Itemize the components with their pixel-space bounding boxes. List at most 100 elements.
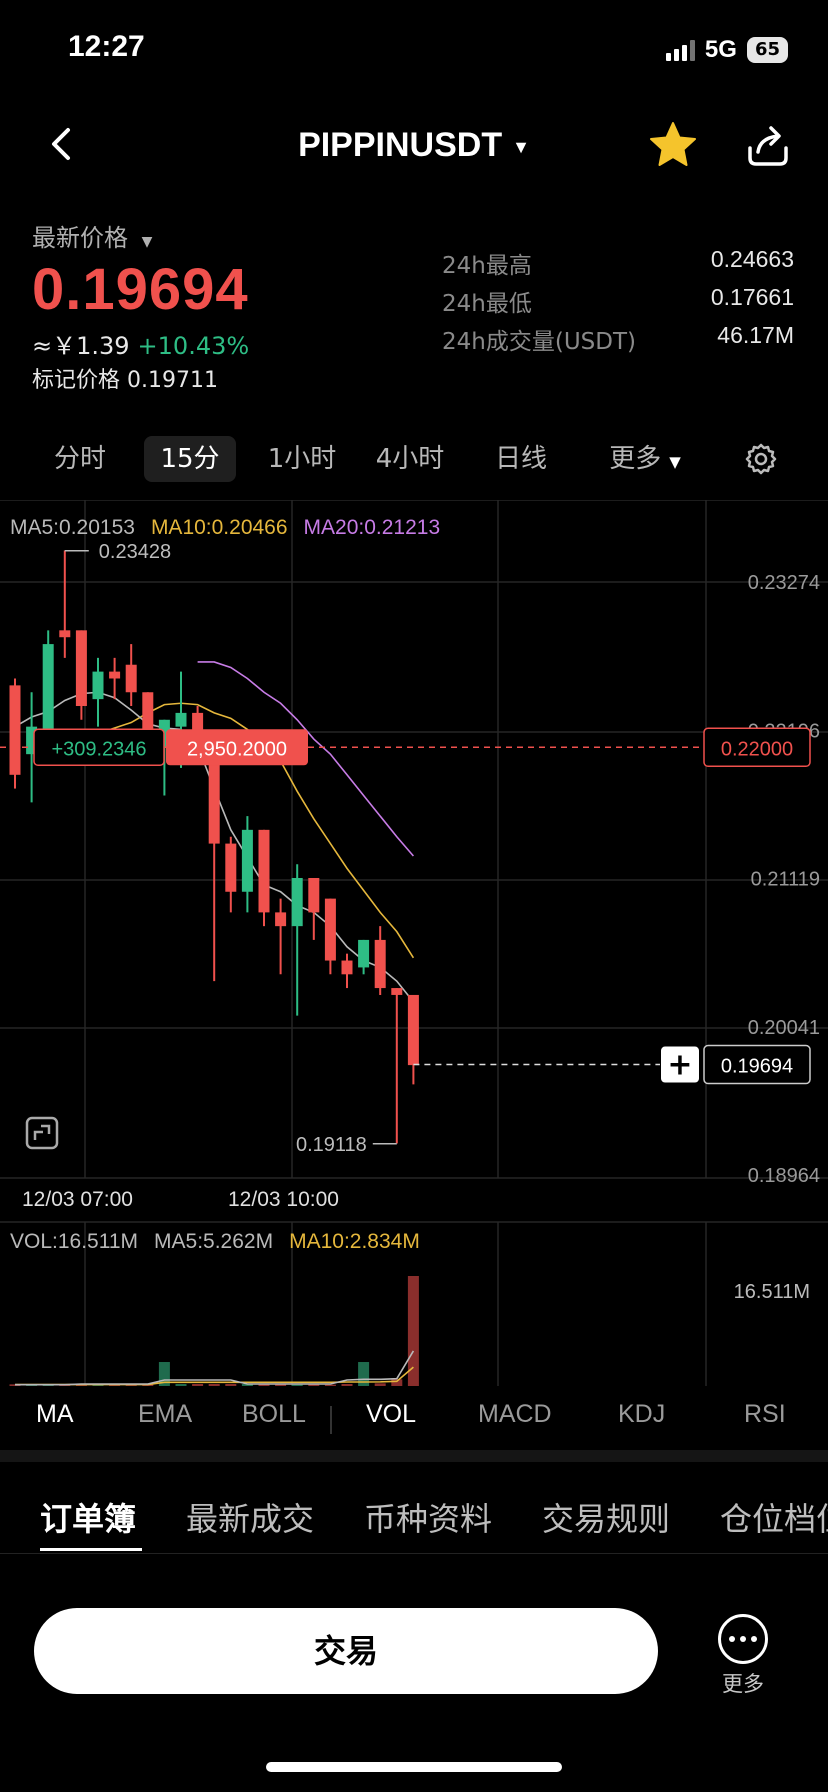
fullscreen-icon-corner	[33, 1130, 43, 1140]
candle-body	[175, 712, 187, 727]
volume-bar	[225, 1384, 237, 1386]
ma-legend: MA5:0.20153 MA10:0.20466 MA20:0.21213	[10, 516, 456, 540]
add-order-button	[661, 1046, 699, 1083]
chart-settings-gear-icon[interactable]	[744, 442, 778, 476]
volume-bar	[275, 1384, 287, 1386]
timeframe-bar: 分时 15分 1小时 4小时 日线 更多 ▼	[0, 436, 828, 486]
vol-legend: VOL:16.511M MA5:5.262M MA10:2.834M	[10, 1230, 436, 1254]
candle-body	[109, 671, 121, 679]
more-label: 更多	[609, 444, 662, 474]
indicator-vol[interactable]: VOL	[366, 1400, 417, 1428]
volume-bar	[324, 1384, 336, 1386]
legend-ma20: MA20:0.21213	[303, 516, 441, 539]
tab-timeframe-line[interactable]: 分时	[53, 444, 106, 474]
stat-value: 0.17661	[710, 284, 794, 310]
stat-label: 24h最高	[442, 253, 532, 279]
candle-body	[125, 664, 137, 693]
candle-body	[92, 671, 104, 700]
candle-body	[208, 747, 220, 844]
symbol-selector[interactable]: PIPPINUSDT ▼	[0, 126, 828, 165]
volume-bar	[291, 1384, 303, 1386]
candle-body	[291, 877, 303, 927]
tab-latest-trades[interactable]: 最新成交	[186, 1500, 315, 1538]
candle-body	[42, 644, 54, 741]
caret-down-icon: ▼	[669, 453, 681, 471]
favorite-star-icon[interactable]	[648, 120, 698, 170]
tab-coin-info[interactable]: 币种资料	[364, 1500, 493, 1538]
order-price-tag	[703, 727, 811, 768]
stat-row-volume: 24h成交量(USDT) 46.17M	[442, 322, 794, 360]
tab-position-tiers[interactable]: 仓位档位	[720, 1500, 828, 1538]
volume-bar	[158, 1362, 170, 1386]
section-divider	[0, 1450, 828, 1462]
candle-body	[225, 843, 237, 892]
volume-bar	[341, 1384, 353, 1386]
y-axis-label: 0.23274	[748, 572, 820, 594]
info-tabs: 订单簿 最新成交 币种资料 交易规则 仓位档位	[0, 1486, 828, 1556]
more-icon[interactable]	[718, 1614, 768, 1664]
tab-trading-rules[interactable]: 交易规则	[542, 1500, 671, 1538]
ma20-line	[197, 661, 415, 857]
stat-value: 0.24663	[710, 246, 794, 272]
tab-order-book[interactable]: 订单簿	[40, 1500, 137, 1538]
candle-body	[407, 994, 419, 1066]
indicator-ma[interactable]: MA	[36, 1400, 74, 1428]
cny-price: ≈￥1.39	[32, 332, 130, 360]
indicator-ema[interactable]: EMA	[138, 1400, 193, 1428]
fullscreen-icon	[25, 1116, 59, 1150]
more-label[interactable]: 更多	[722, 1672, 764, 1696]
candle-body	[258, 829, 270, 913]
order-pnl-box	[33, 728, 165, 767]
legend-ma5: MA5:0.20153	[10, 516, 135, 539]
price-cny-line: ≈￥1.39 +10.43%	[32, 326, 249, 361]
volume-bar	[175, 1384, 187, 1386]
stat-row-high: 24h最高 0.24663	[442, 246, 794, 284]
status-time: 12:27	[68, 30, 145, 63]
high-marker-label: 0.23428	[99, 541, 171, 563]
candle-body	[9, 685, 21, 775]
status-indicators: 5G 65	[665, 36, 788, 64]
trade-button[interactable]: 交易	[34, 1608, 658, 1694]
stat-value: 46.17M	[717, 322, 794, 348]
candle-body	[275, 912, 287, 927]
candle-body	[75, 630, 87, 707]
latest-price-selector[interactable]: 最新价格 ▼	[32, 218, 152, 253]
candle-body	[192, 712, 204, 741]
indicator-boll[interactable]: BOLL	[242, 1400, 306, 1428]
volume-bar	[192, 1384, 204, 1386]
indicator-rsi[interactable]: RSI	[744, 1400, 786, 1428]
y-axis-label: 0.20041	[748, 1017, 820, 1039]
stat-row-low: 24h最低 0.17661	[442, 284, 794, 322]
indicator-kdj[interactable]: KDJ	[618, 1400, 666, 1428]
share-icon[interactable]	[744, 122, 792, 170]
home-indicator	[266, 1762, 562, 1772]
latest-price-label: 最新价格	[32, 224, 128, 252]
tab-timeframe-1d[interactable]: 日线	[494, 444, 547, 474]
volume-bar	[308, 1384, 320, 1386]
order-qty-label: 2,950.2000	[187, 738, 287, 760]
battery-icon: 65	[746, 37, 788, 63]
candle-body	[142, 692, 154, 734]
candle-body	[374, 939, 386, 989]
caret-down-icon: ▼	[512, 136, 530, 157]
legend-ma10: MA10:0.20466	[150, 516, 288, 539]
tab-timeframe-15m[interactable]: 15分	[144, 436, 236, 482]
indicator-divider	[330, 1406, 332, 1434]
order-price-tag-label: 0.22000	[721, 738, 793, 760]
change-percent: +10.43%	[137, 332, 250, 360]
tab-active-indicator	[40, 1548, 142, 1551]
legend-vol-ma10: MA10:2.834M	[289, 1230, 420, 1253]
tabs-divider	[0, 1553, 828, 1554]
candlestick-chart[interactable]: 0.232740.221960.211190.200410.1896412/03…	[0, 500, 828, 1386]
tab-timeframe-1h[interactable]: 1小时	[267, 444, 337, 474]
fullscreen-icon-corner	[41, 1124, 51, 1134]
last-price-tag-label: 0.19694	[721, 1056, 793, 1078]
volume-ma10-line	[15, 1366, 414, 1386]
volume-bar	[358, 1362, 370, 1386]
back-arrow-icon[interactable]	[44, 124, 80, 164]
volume-bar	[208, 1384, 220, 1386]
caret-down-icon: ▼	[141, 234, 153, 250]
tab-timeframe-4h[interactable]: 4小时	[375, 444, 445, 474]
indicator-macd[interactable]: MACD	[478, 1400, 552, 1428]
tab-timeframe-more[interactable]: 更多 ▼	[590, 436, 700, 482]
